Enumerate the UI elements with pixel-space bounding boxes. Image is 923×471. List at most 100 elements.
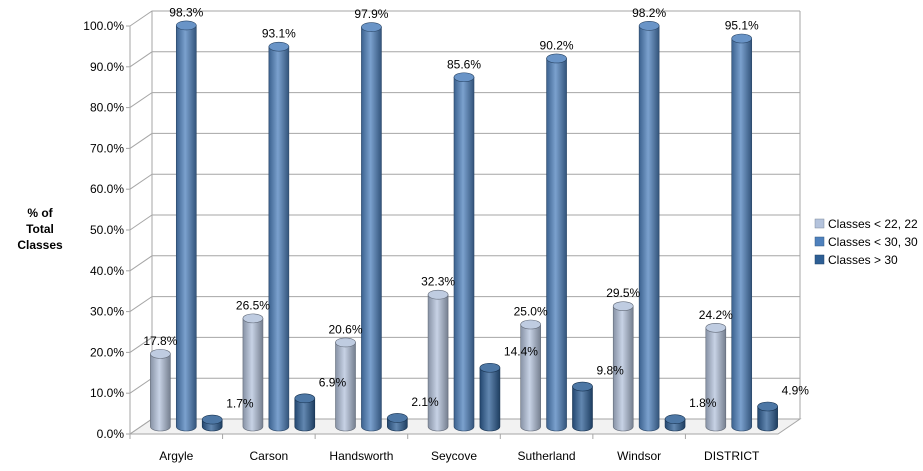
bar [294,393,316,432]
bar-top [479,362,501,373]
axes: 0.0% 10.0% 20.0% 30.0% 40.0% 50.0% 60.0% 70.0% 8… [83,11,801,463]
legend: Classes < 22, 22 Classes < 30, 30 Classes … [814,217,918,267]
bar-body [705,327,727,432]
data-label: 26.5% [236,298,270,312]
bar-top [612,301,634,311]
bar-top [361,22,382,32]
bar-body [294,398,316,432]
data-label: 95.1% [725,18,759,32]
legend-swatch [814,254,825,265]
category-label: Carson [250,449,289,463]
data-label: 9.8% [596,364,624,378]
y-tick-label: 0.0% [97,427,125,441]
bar-body [757,406,778,432]
bar [201,414,223,432]
category-label: Windsor [617,449,661,463]
bar-top [664,414,686,424]
y-tick-label: 40.0% [90,264,124,278]
bar-top [731,33,753,44]
bar [572,381,593,432]
data-label: 2.1% [411,395,439,409]
category-label: Argyle [159,449,193,463]
legend-swatch [814,236,825,247]
bar-top [520,319,541,330]
bar [387,413,408,432]
y-tick-label: 30.0% [90,305,124,319]
bar [453,72,475,432]
bar-body [731,38,753,432]
bar-top [242,313,264,324]
data-label: 6.9% [319,375,347,389]
bar-top [268,41,290,52]
bar-body [242,318,264,432]
bar-body [612,305,634,432]
y-tick-label: 80.0% [90,101,124,115]
bar-top [572,381,593,392]
data-label: 1.7% [226,397,254,411]
legend-label: Classes < 30, 30 [828,235,918,249]
legend-swatch [814,218,825,229]
bars [150,20,778,432]
bar-top [335,337,356,348]
bar-body [572,386,593,432]
bar [612,301,634,432]
bar [705,322,727,432]
bar [150,349,171,432]
bar-body [175,25,197,432]
data-label: 1.8% [689,396,717,410]
bar-body [479,367,501,432]
data-label: 32.3% [421,275,455,289]
bar-body [520,324,541,432]
bar-top [150,349,171,359]
bar-body [361,26,382,432]
category-label: Sutherland [518,449,576,463]
bar [175,20,197,432]
category-label: DISTRICT [704,449,760,463]
bar-top [546,53,567,64]
bar-top [201,414,223,425]
y-axis-title-line: Classes [17,238,63,252]
data-label: 97.9% [354,7,388,21]
bar [242,313,264,432]
y-tick-label: 60.0% [90,182,124,196]
bar-body [268,46,290,432]
data-label: 14.4% [504,345,538,359]
y-tick-label: 10.0% [90,386,124,400]
bar [335,337,356,432]
bar-top [427,289,449,300]
data-label: 17.8% [143,334,177,348]
bar-top [638,21,660,31]
category-label: Handsworth [329,449,393,463]
data-label: 98.2% [632,6,666,20]
bar [546,53,567,432]
data-labels: 17.8% 98.3% 1.7% 26.5% 93.1% 6.9% 20.6% 97.9% 2.… [143,5,809,410]
bar [757,401,778,432]
data-label: 24.2% [699,308,733,322]
bar-body [638,25,660,432]
data-label: 29.5% [606,286,640,300]
bar-top [387,413,408,423]
bar [664,414,686,432]
bar-body [427,294,449,432]
bar-body [546,58,567,432]
y-axis-title-line: Total [26,222,54,236]
y-tick-label: 90.0% [90,60,124,74]
bar [731,33,753,432]
bar-top [705,322,727,333]
bar-top [453,72,475,83]
data-label: 93.1% [262,27,296,41]
bar [268,41,290,432]
bar [520,319,541,432]
data-label: 4.9% [782,384,810,398]
y-tick-label: 50.0% [90,223,124,237]
bar-top [294,393,316,404]
bar-body [150,353,171,432]
data-label: 20.6% [328,322,362,336]
data-label: 98.3% [169,5,203,19]
data-label: 25.0% [514,305,548,319]
bar [427,289,449,432]
category-label: Seycove [431,449,477,463]
bar [638,21,660,432]
